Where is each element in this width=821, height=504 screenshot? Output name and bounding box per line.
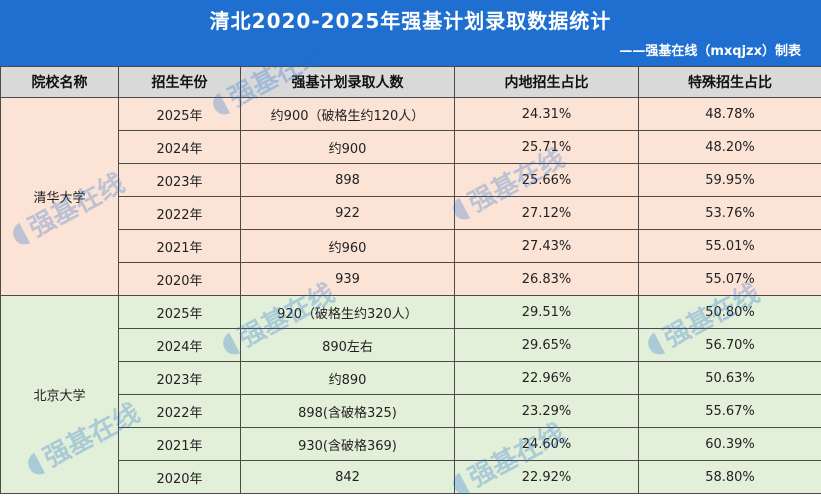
table-row: 2024年 约900 25.71% 48.20% bbox=[1, 131, 821, 164]
mainland-cell: 24.31% bbox=[455, 98, 639, 131]
mainland-cell: 25.71% bbox=[455, 131, 639, 164]
table-row: 2023年 约890 22.96% 50.63% bbox=[1, 362, 821, 395]
special-cell: 55.07% bbox=[639, 263, 821, 296]
credit-line: ——强基在线（mxqjzx）制表 bbox=[619, 40, 801, 59]
mainland-cell: 22.92% bbox=[455, 461, 639, 494]
special-cell: 55.67% bbox=[639, 395, 821, 428]
admitted-cell: 约900（破格生约120人） bbox=[241, 98, 455, 131]
table-row: 2021年 约960 27.43% 55.01% bbox=[1, 230, 821, 263]
admitted-cell: 898 bbox=[241, 164, 455, 197]
mainland-cell: 22.96% bbox=[455, 362, 639, 395]
page-header: 清北2020-2025年强基计划录取数据统计 ——强基在线（mxqjzx）制表 bbox=[0, 0, 821, 66]
special-cell: 53.76% bbox=[639, 197, 821, 230]
mainland-cell: 23.29% bbox=[455, 395, 639, 428]
school-cell: 北京大学 bbox=[1, 296, 119, 494]
mainland-cell: 26.83% bbox=[455, 263, 639, 296]
table-header-row: 院校名称 招生年份 强基计划录取人数 内地招生占比 特殊招生占比 bbox=[1, 67, 821, 98]
year-cell: 2024年 bbox=[119, 131, 241, 164]
page-title: 清北2020-2025年强基计划录取数据统计 bbox=[0, 5, 821, 34]
mainland-cell: 29.65% bbox=[455, 329, 639, 362]
table-row: 清华大学 2025年 约900（破格生约120人） 24.31% 48.78% bbox=[1, 98, 821, 131]
table-row: 2020年 842 22.92% 58.80% bbox=[1, 461, 821, 494]
column-header-year: 招生年份 bbox=[119, 67, 241, 98]
special-cell: 50.63% bbox=[639, 362, 821, 395]
special-cell: 56.70% bbox=[639, 329, 821, 362]
table-row: 2022年 922 27.12% 53.76% bbox=[1, 197, 821, 230]
admitted-cell: 939 bbox=[241, 263, 455, 296]
table-row: 2020年 939 26.83% 55.07% bbox=[1, 263, 821, 296]
admitted-cell: 约960 bbox=[241, 230, 455, 263]
admitted-cell: 842 bbox=[241, 461, 455, 494]
school-cell: 清华大学 bbox=[1, 98, 119, 296]
table-row: 2022年 898(含破格325) 23.29% 55.67% bbox=[1, 395, 821, 428]
year-cell: 2025年 bbox=[119, 296, 241, 329]
column-header-special: 特殊招生占比 bbox=[639, 67, 821, 98]
year-cell: 2020年 bbox=[119, 263, 241, 296]
special-cell: 48.78% bbox=[639, 98, 821, 131]
year-cell: 2025年 bbox=[119, 98, 241, 131]
mainland-cell: 27.12% bbox=[455, 197, 639, 230]
admitted-cell: 898(含破格325) bbox=[241, 395, 455, 428]
special-cell: 48.20% bbox=[639, 131, 821, 164]
admitted-cell: 930(含破格369) bbox=[241, 428, 455, 461]
admitted-cell: 约890 bbox=[241, 362, 455, 395]
mainland-cell: 25.66% bbox=[455, 164, 639, 197]
year-cell: 2024年 bbox=[119, 329, 241, 362]
special-cell: 58.80% bbox=[639, 461, 821, 494]
column-header-mainland: 内地招生占比 bbox=[455, 67, 639, 98]
year-cell: 2022年 bbox=[119, 197, 241, 230]
year-cell: 2023年 bbox=[119, 362, 241, 395]
admitted-cell: 890左右 bbox=[241, 329, 455, 362]
admitted-cell: 922 bbox=[241, 197, 455, 230]
year-cell: 2021年 bbox=[119, 428, 241, 461]
column-header-school: 院校名称 bbox=[1, 67, 119, 98]
year-cell: 2023年 bbox=[119, 164, 241, 197]
admitted-cell: 约900 bbox=[241, 131, 455, 164]
special-cell: 59.95% bbox=[639, 164, 821, 197]
admission-table: 院校名称 招生年份 强基计划录取人数 内地招生占比 特殊招生占比 清华大学 20… bbox=[0, 66, 821, 494]
year-cell: 2020年 bbox=[119, 461, 241, 494]
special-cell: 60.39% bbox=[639, 428, 821, 461]
table-row: 2021年 930(含破格369) 24.60% 60.39% bbox=[1, 428, 821, 461]
special-cell: 55.01% bbox=[639, 230, 821, 263]
table-row: 北京大学 2025年 920（破格生约320人） 29.51% 50.80% bbox=[1, 296, 821, 329]
mainland-cell: 27.43% bbox=[455, 230, 639, 263]
column-header-admitted: 强基计划录取人数 bbox=[241, 67, 455, 98]
mainland-cell: 29.51% bbox=[455, 296, 639, 329]
admitted-cell: 920（破格生约320人） bbox=[241, 296, 455, 329]
table-row: 2024年 890左右 29.65% 56.70% bbox=[1, 329, 821, 362]
table-row: 2023年 898 25.66% 59.95% bbox=[1, 164, 821, 197]
year-cell: 2022年 bbox=[119, 395, 241, 428]
special-cell: 50.80% bbox=[639, 296, 821, 329]
mainland-cell: 24.60% bbox=[455, 428, 639, 461]
year-cell: 2021年 bbox=[119, 230, 241, 263]
